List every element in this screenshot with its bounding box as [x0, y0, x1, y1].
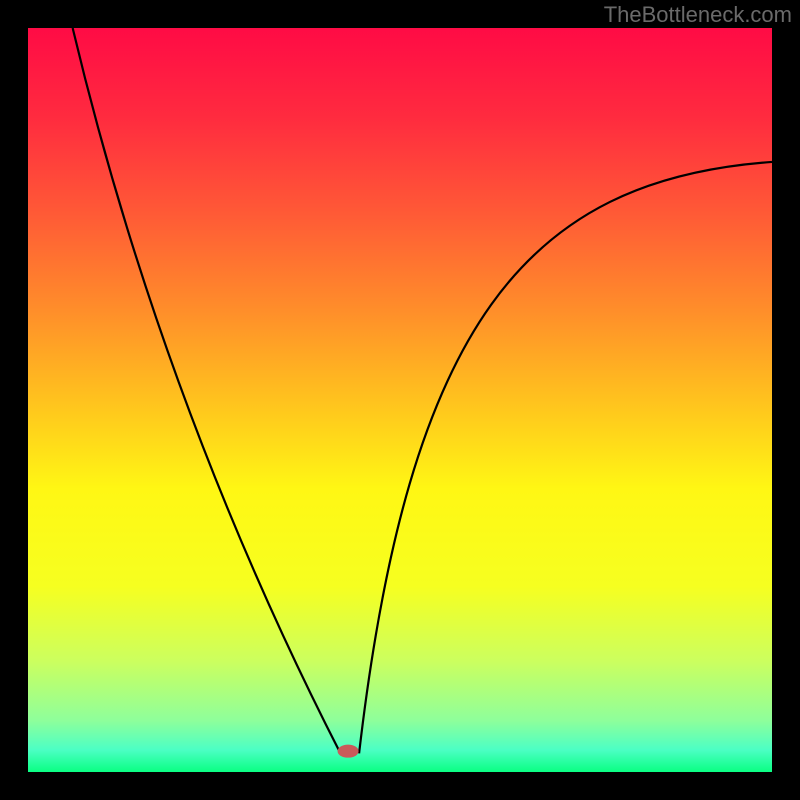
plot-area — [28, 28, 772, 772]
frame-border-bottom — [0, 772, 800, 800]
frame-border-right — [772, 0, 800, 800]
frame-border-left — [0, 0, 28, 800]
curve-right-branch — [359, 162, 772, 753]
watermark-text: TheBottleneck.com — [604, 2, 792, 28]
curve-left-branch — [73, 28, 341, 753]
chart-frame: TheBottleneck.com — [0, 0, 800, 800]
bottleneck-curve — [28, 28, 772, 772]
optimum-marker — [337, 745, 358, 758]
